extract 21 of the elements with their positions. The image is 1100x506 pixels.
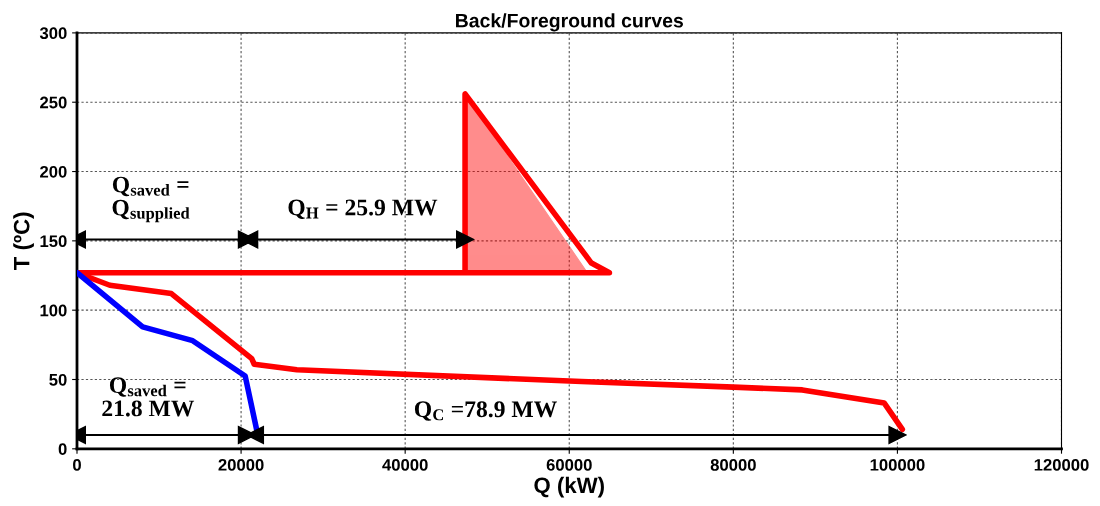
x-tick-label: 120000 xyxy=(1034,458,1089,471)
x-tick-label: 60000 xyxy=(546,458,592,471)
annotation: Q$_{saved}$ = 21.8 MW xyxy=(102,377,195,417)
y-tick-label: 250 xyxy=(40,96,67,109)
x-axis-title: Q (kW) xyxy=(534,476,604,498)
annotation: Q$_{C}$ =78.9 MW xyxy=(414,401,557,421)
x-tick-label: 100000 xyxy=(870,458,925,471)
annotation: Q$_{H}$ = 25.9 MW xyxy=(288,199,438,219)
y-tick-label: 0 xyxy=(58,443,67,456)
x-tick-label: 80000 xyxy=(710,458,756,471)
text: Q$_{saved}$ = Q$_{supplied}$ xyxy=(112,176,190,223)
y-tick-label: 300 xyxy=(39,27,67,40)
x-tick-label: 0 xyxy=(73,458,81,471)
y-tick-label: 50 xyxy=(49,373,67,386)
x-tick-label: 40000 xyxy=(382,458,428,471)
y-tick-label: 150 xyxy=(40,235,67,248)
x-tick-label: 20000 xyxy=(218,458,264,471)
chart-title: Back/Foreground curves xyxy=(456,13,683,32)
y-axis-title: T (ºC) xyxy=(13,212,34,270)
y-tick-label: 100 xyxy=(40,304,67,317)
y-tick-label: 200 xyxy=(40,165,67,178)
